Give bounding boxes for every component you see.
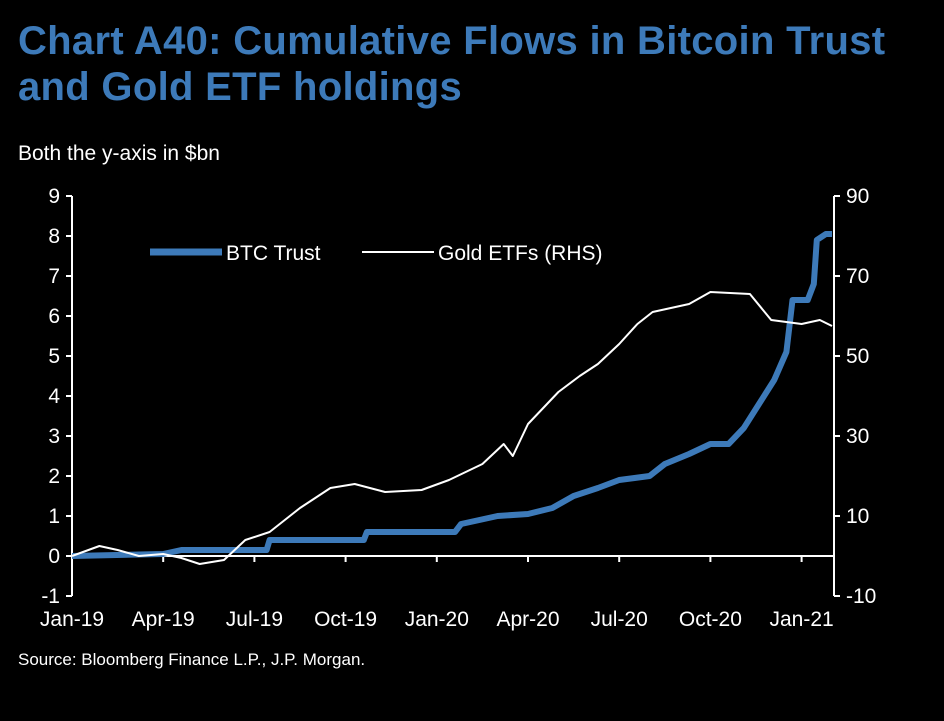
x-tick-label: Apr-19 <box>132 608 195 631</box>
x-tick-label: Apr-20 <box>496 608 559 631</box>
x-tick-label: Oct-19 <box>314 608 377 631</box>
left-tick-label: 5 <box>48 345 60 368</box>
left-tick-label: 2 <box>48 465 60 488</box>
chart-title: Chart A40: Cumulative Flows in Bitcoin T… <box>18 19 886 109</box>
x-tick-label: Jan-21 <box>769 608 833 631</box>
x-tick-label: Oct-20 <box>679 608 742 631</box>
x-tick-label: Jul-20 <box>591 608 648 631</box>
right-tick-label: 50 <box>846 345 869 368</box>
left-tick-label: 7 <box>48 265 60 288</box>
chart-subtitle: Both the y-axis in $bn <box>18 142 220 165</box>
x-tick-label: Jan-19 <box>40 608 104 631</box>
left-tick-label: 6 <box>48 305 60 328</box>
left-tick-label: 9 <box>48 185 60 208</box>
left-tick-label: 1 <box>48 505 60 528</box>
legend-label-gold: Gold ETFs (RHS) <box>438 242 603 265</box>
right-tick-label: 90 <box>846 185 869 208</box>
legend: BTC Trust Gold ETFs (RHS) <box>150 242 603 265</box>
series-line-gold-etfs <box>71 291 833 565</box>
right-tick-label: -10 <box>846 585 876 608</box>
right-tick-label: 70 <box>846 265 869 288</box>
chart-source: Source: Bloomberg Finance L.P., J.P. Mor… <box>18 650 366 669</box>
x-tick-label: Jul-19 <box>226 608 283 631</box>
right-tick-label: 10 <box>846 505 869 528</box>
left-tick-label: 8 <box>48 225 60 248</box>
legend-label-btc: BTC Trust <box>226 242 321 265</box>
left-tick-label: 3 <box>48 425 60 448</box>
left-tick-label: 4 <box>48 385 60 408</box>
left-tick-label: -1 <box>41 585 60 608</box>
series-line-btc-trust <box>71 231 832 559</box>
x-tick-label: Jan-20 <box>405 608 469 631</box>
left-tick-label: 0 <box>48 545 60 568</box>
right-tick-label: 30 <box>846 425 869 448</box>
